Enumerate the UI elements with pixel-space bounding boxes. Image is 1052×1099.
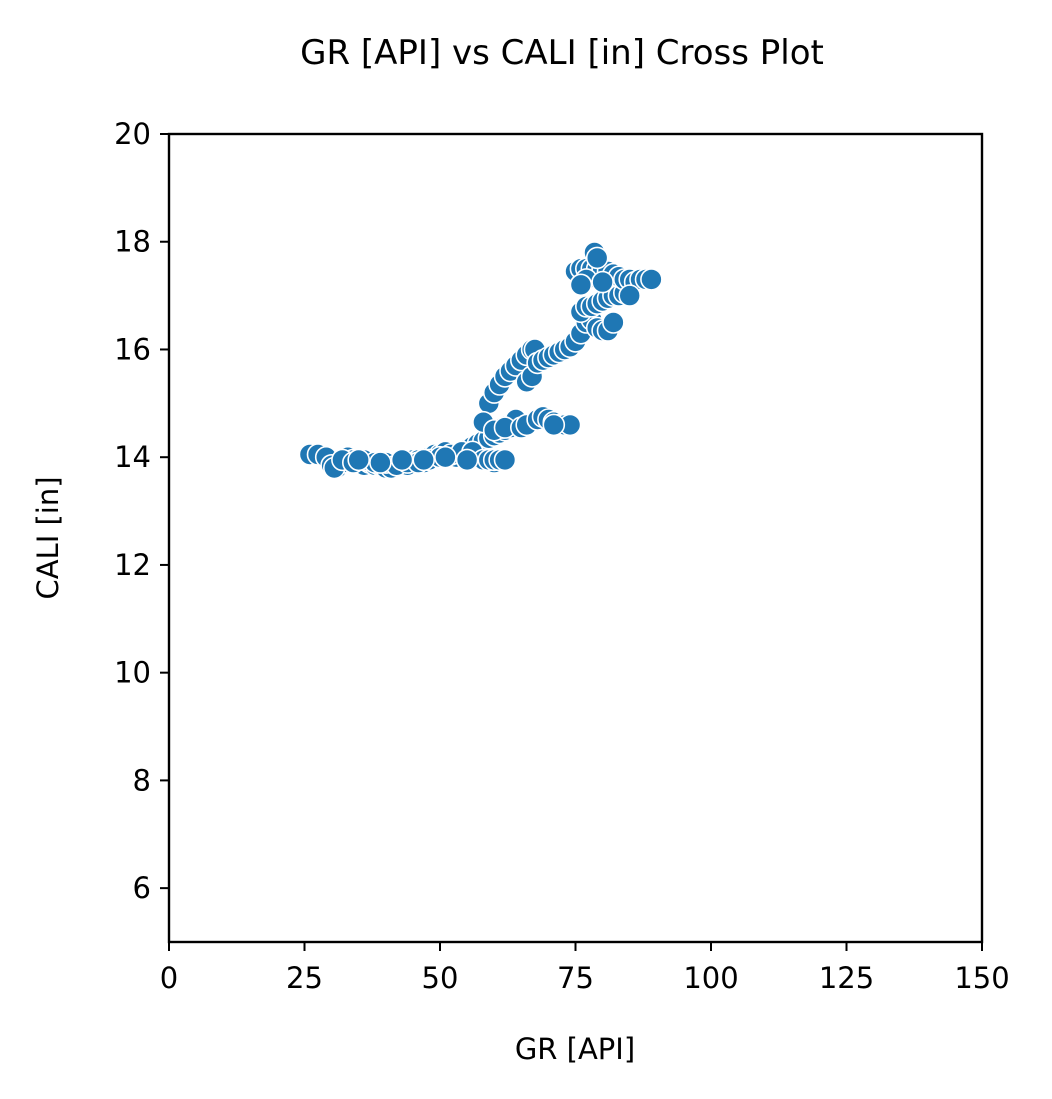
points-layer (298, 241, 663, 480)
y-tick-label: 14 (114, 440, 151, 474)
data-point (434, 445, 457, 469)
y-tick-label: 20 (114, 117, 151, 151)
data-point (591, 270, 614, 294)
chart-title: GR [API] vs CALI [in] Cross Plot (300, 33, 824, 73)
data-point (493, 448, 517, 472)
data-point (602, 311, 625, 334)
data-point (347, 448, 371, 472)
y-axis-title: CALI [in] (31, 476, 65, 599)
y-tick-label: 18 (114, 225, 151, 259)
x-tick-label: 150 (954, 961, 1009, 995)
data-point (542, 413, 566, 437)
y-tick-label: 8 (133, 763, 151, 797)
data-point (390, 448, 414, 472)
x-axis-ticks: 0 25 50 75 100 125 150 (160, 942, 1010, 995)
data-point (455, 448, 479, 472)
x-tick-label: 125 (819, 961, 874, 995)
data-point (618, 284, 642, 307)
x-tick-label: 75 (557, 961, 594, 995)
y-axis-ticks: 6 8 10 12 14 16 18 20 (114, 117, 169, 905)
y-tick-label: 16 (114, 332, 151, 366)
x-tick-label: 50 (422, 961, 459, 995)
data-point (369, 451, 392, 474)
y-tick-label: 6 (133, 871, 151, 905)
data-point (640, 268, 663, 291)
y-tick-label: 12 (114, 548, 151, 582)
data-point (569, 273, 593, 297)
x-tick-label: 100 (683, 961, 738, 995)
x-tick-label: 25 (286, 961, 323, 995)
data-point (585, 246, 609, 270)
x-axis-title: GR [API] (515, 1032, 635, 1066)
y-tick-label: 10 (114, 656, 151, 690)
plot-frame (167, 132, 984, 944)
data-point (412, 448, 436, 472)
x-tick-label: 0 (160, 961, 178, 995)
